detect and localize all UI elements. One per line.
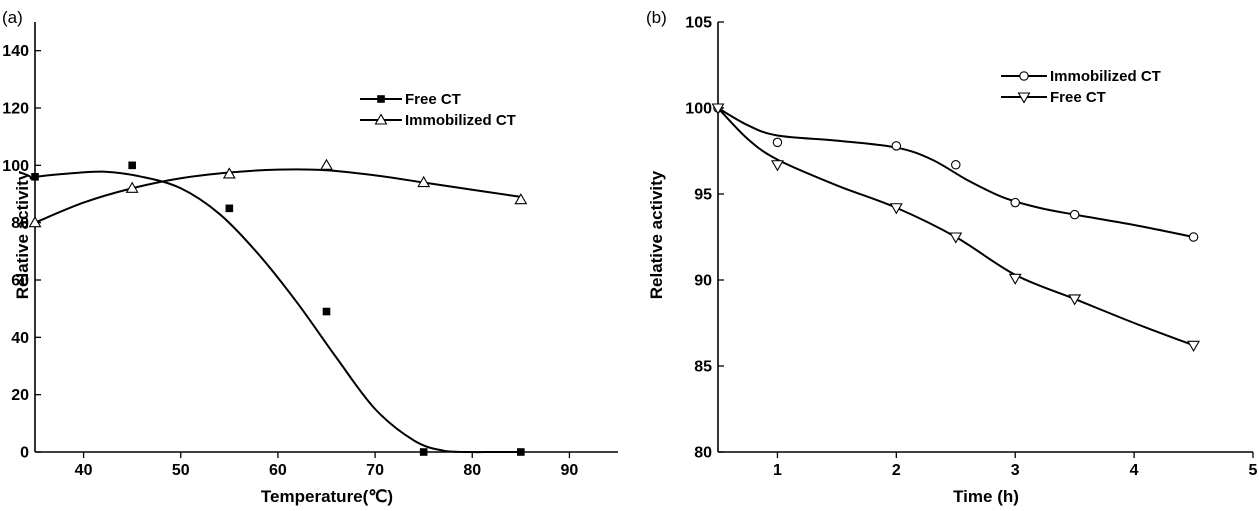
series-1 bbox=[711, 103, 1201, 352]
data-point bbox=[322, 307, 331, 316]
data-point bbox=[951, 160, 961, 170]
x-tick-label: 5 bbox=[1249, 462, 1258, 479]
legend-label: Free CT bbox=[405, 91, 461, 108]
y-tick-label: 60 bbox=[11, 273, 29, 290]
data-point bbox=[1010, 197, 1020, 208]
data-point bbox=[770, 160, 784, 172]
y-tick-label: 0 bbox=[20, 445, 29, 462]
y-axis-label: Relative activity bbox=[647, 170, 666, 299]
data-point bbox=[1069, 209, 1080, 220]
panel-label: (b) bbox=[646, 8, 667, 27]
series-line bbox=[717, 107, 1194, 238]
data-point bbox=[514, 193, 528, 205]
x-tick-label: 4 bbox=[1130, 462, 1139, 479]
series-line bbox=[34, 170, 521, 454]
data-point bbox=[320, 158, 333, 170]
series-line bbox=[34, 168, 521, 224]
data-point bbox=[28, 216, 42, 228]
x-tick-label: 40 bbox=[75, 462, 93, 479]
data-point bbox=[1187, 340, 1201, 352]
x-tick-label: 1 bbox=[773, 462, 782, 479]
data-point bbox=[891, 141, 902, 151]
data-point bbox=[225, 204, 234, 213]
x-axis-label: Time (h) bbox=[953, 487, 1019, 506]
y-tick-label: 80 bbox=[694, 445, 712, 462]
chart-panel-b: 80 85 90 95 100 105 1 2 3 4 5 (b) Relative activity T… bbox=[646, 8, 1258, 506]
y-tick-label: 20 bbox=[11, 387, 29, 404]
x-tick-label: 50 bbox=[172, 462, 190, 479]
data-point bbox=[417, 175, 431, 188]
chart-panel-a: 0 20 40 60 80 100 120 140 40 50 60 70 80 90 (a) Relativ… bbox=[2, 8, 618, 506]
y-tick-label: 95 bbox=[694, 187, 712, 204]
y-tick-label: 120 bbox=[2, 101, 29, 118]
data-point bbox=[1188, 232, 1199, 242]
y-tick-label: 140 bbox=[2, 43, 29, 60]
data-point bbox=[949, 232, 963, 244]
legend-label: Immobilized CT bbox=[1050, 68, 1161, 85]
y-axis-label: Relative activity bbox=[13, 170, 32, 299]
y-tick-label: 100 bbox=[685, 101, 712, 118]
data-point bbox=[1068, 294, 1082, 306]
data-point bbox=[31, 173, 39, 181]
legend-label: Free CT bbox=[1050, 89, 1106, 106]
x-axis-label: Temperature(℃) bbox=[261, 487, 393, 506]
data-point bbox=[1008, 273, 1022, 285]
series-line bbox=[717, 107, 1194, 347]
legend-marker bbox=[1017, 92, 1031, 104]
x-tick-label: 60 bbox=[269, 462, 287, 479]
y-tick-label: 100 bbox=[2, 158, 29, 175]
x-tick-label: 2 bbox=[892, 462, 901, 479]
data-point bbox=[772, 137, 783, 148]
x-tick-label: 3 bbox=[1011, 462, 1020, 479]
data-point bbox=[222, 167, 236, 179]
y-tick-label: 105 bbox=[685, 15, 712, 32]
x-tick-label: 80 bbox=[463, 462, 481, 479]
data-point bbox=[128, 161, 136, 170]
x-tick-label: 70 bbox=[366, 462, 384, 479]
legend-marker bbox=[374, 113, 388, 125]
y-tick-label: 40 bbox=[11, 330, 29, 347]
y-tick-label: 90 bbox=[694, 273, 712, 290]
series-0 bbox=[31, 161, 525, 456]
x-tick-label: 90 bbox=[561, 462, 579, 479]
panel-label: (a) bbox=[2, 8, 23, 27]
y-tick-label: 80 bbox=[11, 215, 29, 232]
legend-marker bbox=[377, 95, 385, 103]
data-point bbox=[889, 203, 903, 215]
data-point bbox=[517, 448, 525, 456]
data-point bbox=[711, 103, 725, 115]
legend-label: Immobilized CT bbox=[405, 112, 516, 129]
data-point bbox=[419, 448, 428, 456]
y-tick-label: 85 bbox=[694, 359, 712, 376]
legend-marker bbox=[1019, 71, 1029, 81]
series-1 bbox=[28, 158, 528, 228]
series-0 bbox=[713, 103, 1199, 242]
data-point bbox=[125, 181, 139, 193]
